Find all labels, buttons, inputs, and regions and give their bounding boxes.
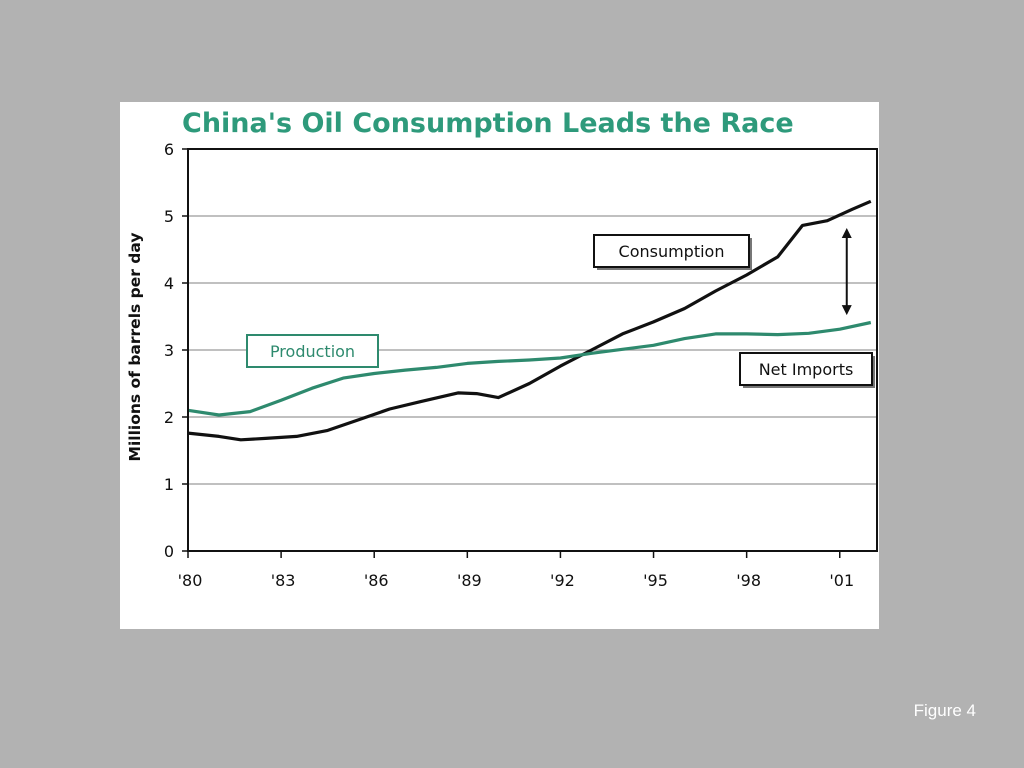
production-label: Production [246,334,379,368]
y-tick-label: 0 [164,542,174,561]
y-tick-label: 4 [164,274,174,293]
production-line [187,320,872,417]
svg-text:Net Imports: Net Imports [759,360,854,379]
y-tick-label: 3 [164,341,174,360]
figure-caption: Figure 4 [913,701,976,720]
x-tick-label: '01 [829,571,854,590]
net-imports-label: Net Imports [739,352,875,388]
consumption-line [187,199,872,442]
x-tick-labels: '80 '83 '86 '89 '92 '95 '98 '01 [178,551,854,590]
x-tick-label: '98 [736,571,761,590]
chart-title: China's Oil Consumption Leads the Race [182,108,794,139]
y-tick-labels: 0 1 2 3 4 5 6 [164,140,188,561]
y-tick-label: 6 [164,140,174,159]
y-tick-label: 5 [164,207,174,226]
x-tick-label: '86 [364,571,389,590]
y-tick-label: 2 [164,408,174,427]
plot-frame [187,148,878,552]
y-tick-label: 1 [164,475,174,494]
net-imports-arrow [841,228,852,316]
x-tick-label: '92 [550,571,575,590]
chart-panel: China's Oil Consumption Leads the Race M… [120,102,879,629]
consumption-label: Consumption [593,234,752,270]
series-lines [187,199,872,442]
x-tick-label: '95 [643,571,668,590]
oil-chart: China's Oil Consumption Leads the Race M… [126,108,878,590]
svg-text:Consumption: Consumption [619,242,725,261]
svg-text:Production: Production [270,342,355,361]
y-axis-label: Millions of barrels per day [126,233,144,462]
annotations: Consumption Production Net Imports [246,228,875,388]
x-tick-label: '83 [271,571,296,590]
x-tick-label: '89 [457,571,482,590]
x-tick-label: '80 [178,571,203,590]
